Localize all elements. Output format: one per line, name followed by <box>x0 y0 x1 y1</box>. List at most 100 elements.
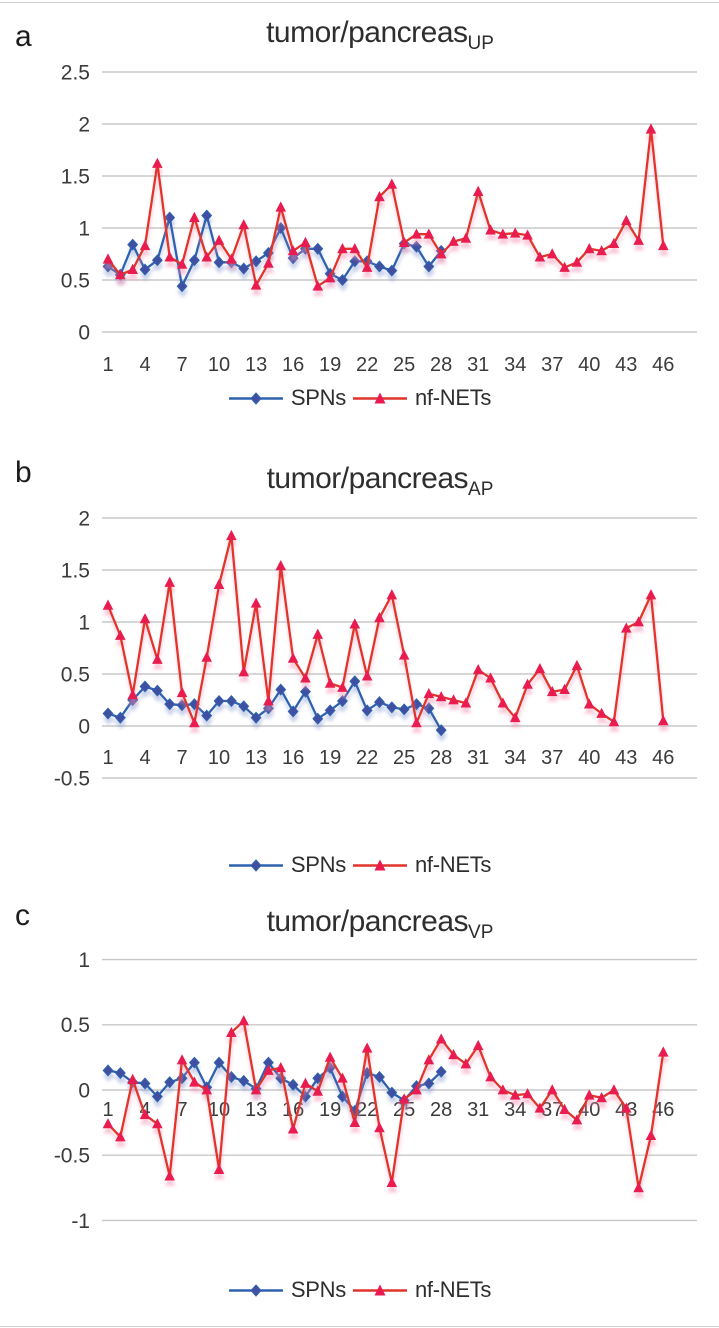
x-tick-label: 31 <box>467 354 489 376</box>
triangle-marker-icon <box>374 859 386 871</box>
data-point-diamond <box>151 1090 163 1103</box>
data-point-triangle <box>337 681 348 692</box>
x-tick-label: 34 <box>504 747 526 769</box>
data-point-triangle <box>324 677 336 688</box>
data-point-triangle <box>213 578 225 589</box>
data-point-triangle <box>139 239 151 251</box>
data-point-triangle <box>275 1062 287 1073</box>
data-point-triangle <box>546 685 558 697</box>
data-point-triangle <box>534 251 546 262</box>
data-point-triangle <box>201 251 213 262</box>
x-tick-label: 43 <box>615 747 637 769</box>
data-point-triangle <box>485 672 496 683</box>
chart-a: 2.521.510.501 4 7 10 13 16 19 22 25 28 31 34 37 40 43 4… <box>61 61 697 376</box>
chart-b: 2 1.5 1 0.5 0 -0.5 1 4 7 10 13 16 19 22 25 28 31 34 37 40 43… <box>54 507 697 790</box>
data-point-triangle <box>435 248 447 259</box>
data-point-triangle <box>645 589 657 600</box>
data-point-diamond <box>423 260 435 273</box>
data-point-triangle <box>497 228 509 239</box>
data-point-triangle <box>213 1163 225 1174</box>
data-point-triangle <box>263 1064 274 1075</box>
data-point-diamond <box>374 1070 385 1084</box>
data-point-triangle <box>596 245 607 256</box>
x-tick-label: 16 <box>282 354 304 376</box>
chart-a-title-main: tumor/pancreas <box>266 16 468 49</box>
data-point-diamond <box>250 711 262 724</box>
data-point-diamond <box>213 256 225 269</box>
data-point-triangle <box>201 1084 213 1095</box>
data-point-triangle <box>263 257 274 268</box>
series-line <box>106 128 665 288</box>
x-tick-label: 37 <box>541 747 563 769</box>
data-point-triangle <box>460 232 472 243</box>
y-tick-label: 2 <box>78 507 90 530</box>
gridlines: 1 0.5 0 -0.5 -1 <box>54 949 697 1233</box>
data-point-triangle <box>250 1084 262 1095</box>
series-nfnets <box>102 529 669 728</box>
data-point-triangle <box>534 1102 546 1113</box>
chart-c-title: tumor/pancreasVP <box>90 905 670 944</box>
data-point-triangle <box>435 1033 447 1044</box>
data-point-triangle <box>361 670 373 681</box>
legend-label-spns: SPNs <box>290 1277 346 1302</box>
data-point-triangle <box>115 1131 126 1142</box>
series-nfnets <box>102 1015 669 1193</box>
chart-c-title-subscript: VP <box>468 922 494 943</box>
data-point-triangle <box>633 1182 644 1193</box>
data-point-triangle <box>349 618 361 629</box>
data-point-diamond <box>151 684 163 697</box>
data-point-triangle <box>472 1039 484 1051</box>
data-point-triangle <box>398 649 410 660</box>
data-point-diamond <box>225 694 237 708</box>
data-point-triangle <box>213 234 225 245</box>
data-point-triangle <box>485 1071 496 1082</box>
data-point-diamond <box>435 724 447 737</box>
data-point-triangle <box>559 1103 570 1114</box>
data-point-diamond <box>201 209 213 222</box>
data-point-triangle <box>226 529 237 541</box>
data-point-triangle <box>472 185 484 196</box>
x-tick-label: 37 <box>541 1099 563 1121</box>
data-point-triangle <box>238 1015 250 1026</box>
data-point-triangle <box>164 576 175 587</box>
x-tick-label: 28 <box>430 354 452 376</box>
nfnets-line-marker-swatch <box>352 859 407 871</box>
data-point-triangle <box>472 664 484 675</box>
data-point-triangle <box>287 1123 299 1134</box>
gridlines: 2 1.5 1 0.5 0 -0.5 <box>54 507 697 790</box>
data-point-triangle <box>337 243 348 254</box>
data-point-diamond <box>312 712 324 725</box>
x-tick-label: 22 <box>356 1099 378 1121</box>
nfnets-line-marker-swatch <box>352 1284 407 1296</box>
data-point-diamond <box>386 701 398 714</box>
data-point-diamond <box>238 262 250 275</box>
data-point-diamond <box>374 696 385 709</box>
data-point-diamond <box>114 711 126 724</box>
legend-label-spns: SPNs <box>290 852 346 877</box>
x-tick-label: 7 <box>176 747 187 769</box>
data-point-triangle <box>522 1088 533 1099</box>
data-point-triangle <box>324 272 336 283</box>
x-tick-label: 1 <box>102 747 113 769</box>
data-point-triangle <box>361 261 373 272</box>
data-point-triangle <box>583 1089 595 1100</box>
legend-item-nfnets: nf-NETs <box>352 385 491 411</box>
x-tick-label: 31 <box>467 1099 489 1121</box>
x-tick-label: 34 <box>504 354 526 376</box>
data-point-triangle <box>386 178 398 189</box>
data-point-triangle <box>546 1084 558 1095</box>
x-tick-label: 19 <box>319 354 341 376</box>
data-point-triangle <box>238 219 250 230</box>
data-point-triangle <box>102 1118 114 1129</box>
data-point-triangle <box>522 678 533 689</box>
data-point-diamond <box>102 1064 114 1077</box>
data-point-triangle <box>448 1048 459 1060</box>
data-point-triangle <box>152 1118 163 1129</box>
data-point-triangle <box>189 1076 200 1087</box>
data-point-triangle <box>164 1170 175 1181</box>
data-point-diamond <box>262 702 274 715</box>
x-tick-label: 25 <box>393 747 415 769</box>
x-tick-label: 46 <box>652 1099 674 1121</box>
